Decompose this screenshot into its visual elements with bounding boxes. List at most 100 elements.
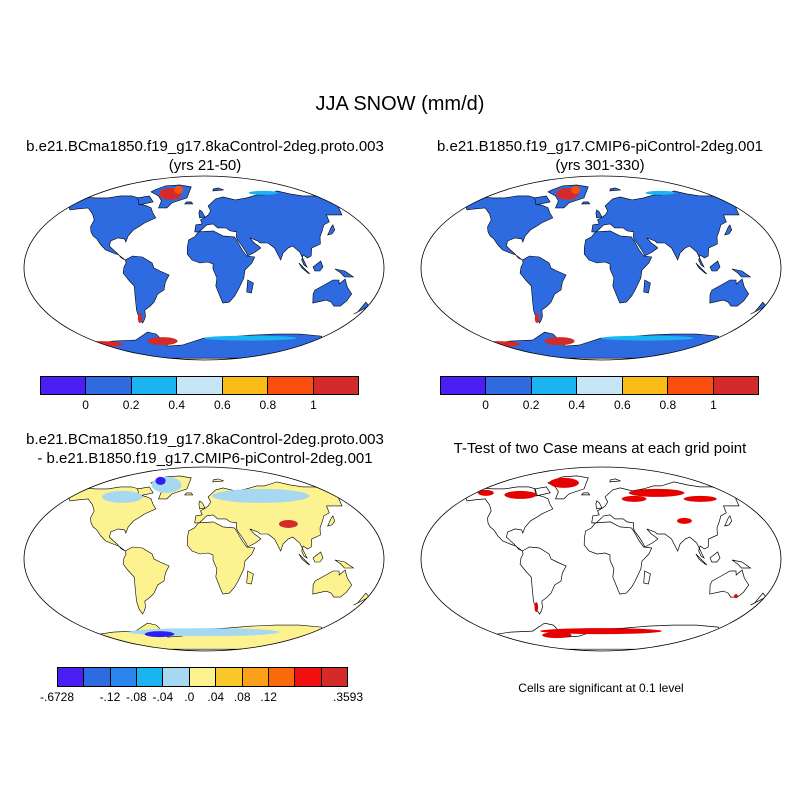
landmass-eurasia (591, 481, 746, 560)
landmass-baffin (534, 486, 551, 497)
colorbar-tick-label: 0.4 (568, 398, 586, 412)
landmass-africa (186, 230, 256, 304)
colorbar-case1-labels: 0 0.2 0.4 0.6 0.8 1 (40, 398, 359, 414)
map-content (66, 184, 370, 359)
landmass-svalbard (212, 187, 224, 192)
colorbar-tick-label: 1 (710, 398, 717, 412)
landmass-newZealand (750, 592, 767, 606)
snow-patagonia (137, 313, 143, 324)
map-border (420, 175, 782, 361)
snow-greenland-east (174, 185, 184, 194)
snow-antarctic-east (204, 335, 297, 341)
panel-title-ttest: T-Test of two Case means at each grid po… (453, 440, 747, 457)
significant-region (621, 495, 647, 502)
landmass-northAmerica (465, 195, 554, 261)
map-border (23, 466, 385, 652)
diff-name-b: - b.e21.B1850.f19_g17.CMIP6-piControl-2d… (37, 450, 373, 467)
case2-name: b.e21.B1850.f19_g17.CMIP6-piControl-2deg… (436, 138, 764, 155)
landmass-southAmerica (519, 546, 567, 615)
colorbar-tick-label: -.12 (99, 690, 121, 704)
landmass-svalbard (609, 187, 621, 192)
colorbar-tick-label: 0 (482, 398, 489, 412)
landmass-newGuinea (731, 268, 752, 278)
colorbar-swatch (242, 668, 269, 686)
landmass-madagascar (643, 570, 651, 585)
colorbar-swatch (622, 377, 669, 394)
colorbar-case2-labels: 0 0.2 0.4 0.6 0.8 1 (440, 398, 759, 414)
map-content (463, 475, 767, 650)
colorbar-case1 (40, 376, 359, 395)
landmass-madagascar (246, 570, 254, 585)
landmass-borneo (312, 260, 324, 272)
landmass-newZealand (353, 301, 370, 315)
colorbar-tick-label: -.08 (126, 690, 147, 704)
panel-title-case1: b.e21.BCma1850.f19_g17.8kaControl-2deg.p… (0, 137, 410, 175)
colorbar-tick-label: 0.8 (259, 398, 277, 412)
colorbar-tick-label: .0 (184, 690, 195, 704)
landmass-iceland (581, 201, 591, 205)
colorbar-swatch (222, 377, 269, 394)
landmass-antarctica (463, 622, 739, 650)
landmass-eurasia (591, 190, 746, 268)
landmass-japan (327, 224, 336, 236)
landmass-baffin (534, 195, 551, 206)
panel-title-diff: b.e21.BCma1850.f19_g17.8kaControl-2deg.p… (0, 430, 410, 468)
landmass-japan (724, 515, 733, 527)
colorbar-swatch (268, 668, 296, 686)
landmass-africa (186, 521, 256, 595)
colorbar-diff (57, 667, 348, 687)
landmass-antarctica (66, 622, 342, 650)
landmass-sumatra (298, 262, 311, 275)
case1-years: (yrs 21-50) (168, 157, 242, 174)
map-ttest (420, 466, 782, 652)
diff-name-a: b.e21.BCma1850.f19_g17.8kaControl-2deg.p… (26, 431, 384, 448)
colorbar-tick-label: 0.8 (659, 398, 677, 412)
significant-region (534, 602, 539, 613)
colorbar-swatch (531, 377, 578, 394)
colorbar-swatch (84, 668, 111, 686)
landmass-borneo (312, 551, 324, 563)
significant-region (540, 628, 662, 635)
snow-antarctic-peninsula (544, 337, 575, 346)
significant-region (677, 517, 692, 524)
significant-region (628, 488, 685, 497)
significant-region (734, 594, 738, 599)
landmass-uk (595, 500, 603, 510)
colorbar-diff-labels: -.6728 -.12 -.08 -.04 .0 .04 .08 .12 .3593 (40, 690, 363, 706)
colorbar-tick-label: .04 (207, 690, 225, 704)
landmass-sumatra (695, 553, 708, 566)
landmass-greenland (547, 475, 589, 500)
landmass-southAmerica (122, 546, 170, 615)
colorbar-swatch (58, 668, 85, 686)
snow-siberia-coast (248, 190, 279, 195)
colorbar-swatch (41, 377, 87, 394)
landmass-newZealand (353, 592, 370, 606)
colorbar-tick-label: .3593 (332, 690, 364, 704)
landmass-sumatra (695, 262, 708, 275)
colorbar-swatch (86, 377, 132, 394)
colorbar-tick-label: .08 (233, 690, 251, 704)
landmass-svalbard (609, 478, 621, 483)
landmass-northAmerica (68, 195, 157, 261)
landmass-southAmerica (519, 255, 567, 324)
panel-title-case2: b.e21.B1850.f19_g17.CMIP6-piControl-2deg… (392, 137, 800, 175)
colorbar-swatch (313, 377, 358, 394)
landmass-uk (595, 209, 603, 219)
map-border (23, 175, 385, 361)
landmass-newGuinea (334, 559, 355, 569)
figure-title: JJA SNOW (mm/d) (315, 93, 485, 115)
colorbar-tick-label: 0 (82, 398, 89, 412)
landmass-newGuinea (334, 268, 355, 278)
colorbar-tick-label: 1 (310, 398, 317, 412)
colorbar-swatch (189, 668, 217, 686)
colorbar-tick-label: 0.4 (168, 398, 186, 412)
landmass-iceland (184, 492, 194, 496)
colorbar-swatch (131, 377, 178, 394)
landmass-sumatra (298, 553, 311, 566)
colorbar-swatch (216, 668, 243, 686)
colorbar-swatch (295, 668, 322, 686)
landmass-svalbard (212, 478, 224, 483)
diff-canada (101, 490, 143, 503)
landmass-australia (709, 569, 750, 598)
colorbar-swatch (668, 377, 714, 394)
